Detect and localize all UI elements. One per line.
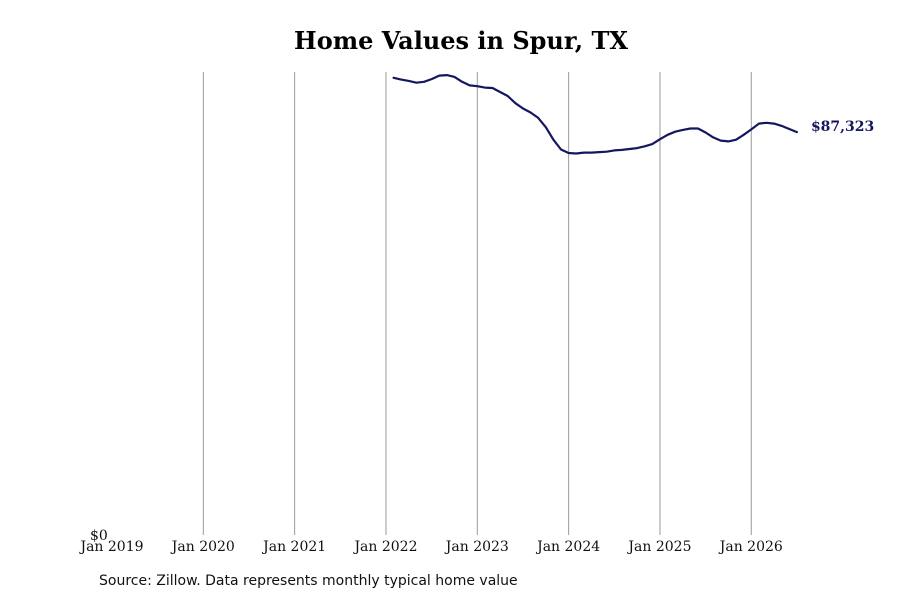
- x-tick-label: Jan 2022: [352, 539, 417, 555]
- x-tick-label: Jan 2021: [261, 539, 326, 555]
- x-tick-label: Jan 2025: [626, 539, 691, 555]
- home-value-line: [392, 74, 798, 155]
- x-tick-label: Jan 2020: [170, 539, 235, 555]
- x-tick-label: Jan 2024: [535, 539, 600, 555]
- x-tick-label: Jan 2026: [718, 539, 783, 555]
- x-axis-ticks: Jan 2019 Jan 2020 Jan 2021 Jan 2022 Jan 2023…: [78, 539, 782, 555]
- chart-title: Home Values in Spur, TX: [294, 26, 628, 55]
- source-note: Source: Zillow. Data represents monthly …: [99, 573, 518, 589]
- latest-value-label: $87,323: [811, 119, 874, 135]
- x-tick-label: Jan 2019: [78, 539, 143, 555]
- x-tick-label: Jan 2023: [444, 539, 509, 555]
- gridlines: [202, 72, 752, 535]
- y-axis-ticks: $0: [90, 528, 108, 544]
- y-tick-label: $0: [90, 528, 108, 544]
